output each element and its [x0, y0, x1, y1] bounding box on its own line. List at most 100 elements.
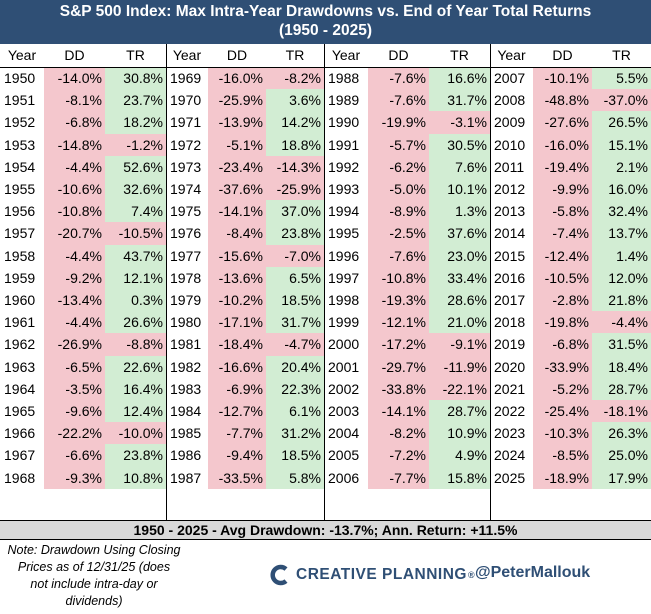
total-return-cell: 15.8% — [429, 466, 490, 489]
total-return-cell: -1.2% — [105, 133, 166, 156]
year-cell: 1974 — [170, 181, 202, 197]
drawdown-cell: -9.4% — [208, 444, 266, 467]
total-return-cell: 23.7% — [105, 89, 166, 112]
drawdown-cell: -12.7% — [208, 400, 266, 423]
total-return-cell: 6.1% — [266, 400, 324, 423]
total-return-cell: 21.8% — [592, 289, 651, 312]
drawdown-cell: -33.5% — [208, 466, 266, 489]
drawdown-cell: -19.9% — [368, 111, 429, 134]
twitter-handle[interactable]: @PeterMallouk — [475, 564, 591, 581]
header-divider — [0, 67, 651, 68]
drawdown-cell: -19.8% — [533, 311, 592, 334]
total-return-cell: -22.1% — [429, 377, 490, 400]
total-return-cell: 10.8% — [105, 466, 166, 489]
year-cell: 1967 — [4, 447, 36, 464]
year-cell: 1951 — [4, 92, 36, 109]
column-header-tr: TR — [612, 47, 631, 63]
year-cell: 1990 — [328, 114, 360, 131]
note-line: not include intra-day or — [30, 577, 158, 591]
drawdown-cell: -5.8% — [533, 200, 592, 223]
year-cell: 2024 — [494, 447, 526, 464]
year-cell: 2016 — [494, 269, 526, 286]
drawdown-cell: -9.2% — [44, 266, 105, 289]
year-cell: 1963 — [4, 358, 36, 375]
year-cell: 2025 — [494, 469, 526, 486]
drawdown-cell: -7.6% — [368, 67, 429, 90]
chart-subtitle: (1950 - 2025) — [278, 22, 373, 39]
year-cell: 1964 — [4, 380, 36, 397]
column-header-year: Year — [331, 47, 361, 63]
total-return-cell: -4.7% — [266, 333, 324, 356]
drawdown-cell: -48.8% — [533, 89, 592, 112]
total-return-cell: 6.5% — [266, 266, 324, 289]
drawdown-cell: -2.8% — [533, 289, 592, 312]
drawdown-cell: -7.7% — [208, 422, 266, 445]
drawdown-cell: -7.6% — [368, 244, 429, 267]
drawdown-cell: -25.4% — [533, 400, 592, 423]
total-return-cell: 18.4% — [592, 355, 651, 378]
total-return-cell: 43.7% — [105, 244, 166, 267]
total-return-cell: 18.2% — [105, 111, 166, 134]
chart-header: S&P 500 Index: Max Intra-Year Drawdowns … — [0, 0, 651, 44]
drawdown-cell: -10.5% — [533, 266, 592, 289]
year-cell: 1983 — [170, 380, 202, 397]
total-return-cell: 5.8% — [266, 466, 324, 489]
total-return-cell: 7.6% — [429, 155, 490, 178]
data-table: Year DD TR 1950 -14.0% 30.8% 1951 -8.1% 23.7% 195… — [0, 44, 651, 520]
summary-footer: 1950 - 2025 - Avg Drawdown: -13.7%; Ann.… — [0, 520, 651, 540]
total-return-cell: 12.1% — [105, 266, 166, 289]
year-cell: 1971 — [170, 114, 202, 131]
total-return-cell: 1.4% — [592, 244, 651, 267]
total-return-cell: 52.6% — [105, 155, 166, 178]
drawdown-cell: -19.4% — [533, 155, 592, 178]
year-cell: 1968 — [4, 469, 36, 486]
total-return-cell: 32.6% — [105, 178, 166, 201]
drawdown-cell: -17.2% — [368, 333, 429, 356]
total-return-cell: -10.5% — [105, 222, 166, 245]
year-cell: 1962 — [4, 336, 36, 353]
total-return-cell: 21.0% — [429, 311, 490, 334]
drawdown-cell: -8.2% — [368, 422, 429, 445]
year-cell: 1965 — [4, 403, 36, 419]
drawdown-cell: -18.9% — [533, 466, 592, 489]
drawdown-cell: -9.9% — [533, 178, 592, 201]
total-return-cell: 28.7% — [592, 377, 651, 400]
year-cell: 1989 — [328, 92, 360, 109]
column-header-year: Year — [497, 47, 526, 63]
total-return-cell: -9.1% — [429, 333, 490, 356]
year-cell: 1977 — [170, 247, 202, 264]
drawdown-cell: -10.8% — [44, 200, 105, 223]
year-cell: 1950 — [4, 70, 36, 86]
drawdown-cell: -6.8% — [533, 333, 592, 356]
year-cell: 2006 — [328, 469, 360, 486]
column-header-dd: DD — [552, 47, 573, 63]
year-cell: 1998 — [328, 292, 360, 308]
total-return-cell: 10.1% — [429, 178, 490, 201]
year-cell: 1976 — [170, 225, 202, 242]
year-cell: 1955 — [4, 181, 36, 197]
total-return-cell: 10.9% — [429, 422, 490, 445]
drawdown-note: Note: Drawdown Using Closing Prices as o… — [0, 542, 188, 610]
drawdown-cell: -15.6% — [208, 244, 266, 267]
total-return-cell: 0.3% — [105, 289, 166, 312]
total-return-cell: 1.3% — [429, 200, 490, 223]
year-cell: 2014 — [494, 225, 526, 242]
year-cell: 1999 — [328, 314, 360, 331]
total-return-cell: 23.8% — [105, 444, 166, 467]
block-divider — [490, 44, 491, 520]
drawdown-cell: -10.8% — [368, 266, 429, 289]
column-header-year: Year — [7, 47, 37, 63]
drawdown-cell: -33.9% — [533, 355, 592, 378]
year-cell: 1992 — [328, 158, 360, 175]
year-cell: 1979 — [170, 292, 202, 308]
drawdown-cell: -14.0% — [44, 67, 105, 90]
year-cell: 2010 — [494, 136, 526, 153]
registered-mark: ® — [467, 570, 476, 580]
note-line: dividends) — [65, 594, 123, 608]
year-cell: 2017 — [494, 292, 526, 308]
year-cell: 2022 — [494, 403, 526, 419]
year-cell: 2001 — [328, 358, 360, 375]
total-return-cell: 18.5% — [266, 444, 324, 467]
year-cell: 2012 — [494, 181, 526, 197]
drawdown-cell: -12.4% — [533, 244, 592, 267]
